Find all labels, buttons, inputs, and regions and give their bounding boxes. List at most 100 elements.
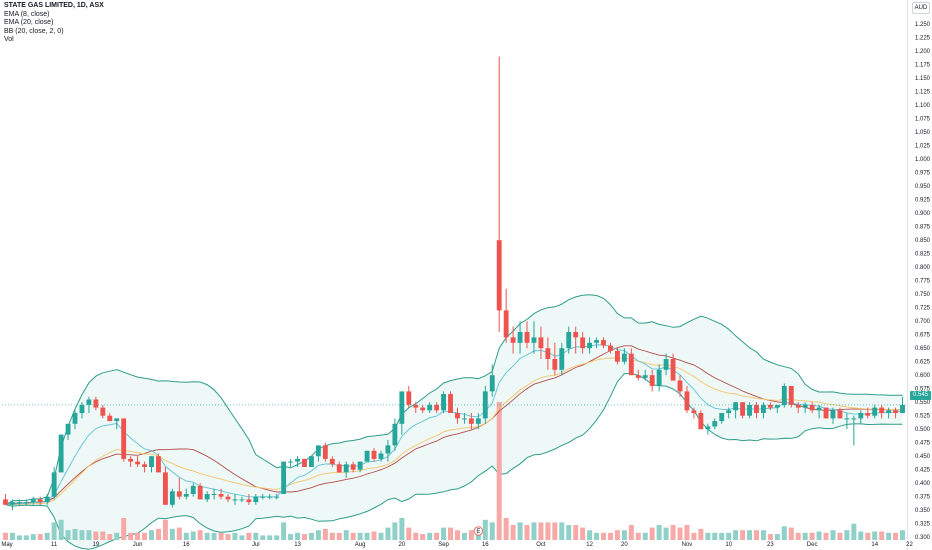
time-axis[interactable]: May 11 19 Jun 16 Jul 13 Aug 20 Sep 16 Oct 12 20 Nov 10 2… <box>1 542 913 548</box>
volume-bar <box>496 402 502 540</box>
volume-bar <box>72 528 78 540</box>
candle-body <box>37 499 43 503</box>
candle-body <box>100 407 106 416</box>
candle-body <box>649 375 655 386</box>
candle-body <box>274 496 280 498</box>
y-tick-label: 0.550 <box>915 400 931 406</box>
volume-bar <box>176 527 182 540</box>
candle-body <box>51 472 57 497</box>
y-tick-label: 0.300 <box>915 535 931 541</box>
candle-body <box>802 404 808 408</box>
volume-bar <box>434 532 440 540</box>
y-tick-label: 1.150 <box>915 76 931 82</box>
y-tick-label: 0.625 <box>915 360 931 366</box>
volume-bar <box>267 535 273 540</box>
candle-body <box>30 499 36 503</box>
volume-bar <box>413 532 419 540</box>
symbol-title[interactable]: STATE GAS LIMITED, 1D, ASX <box>4 2 104 9</box>
y-tick-label: 0.725 <box>915 306 931 312</box>
volume-bar <box>399 518 405 540</box>
candle-body <box>837 410 843 419</box>
candle-body <box>601 340 606 346</box>
bb-basis-line <box>5 345 903 506</box>
candle-body <box>357 461 363 470</box>
candle-body <box>886 410 892 413</box>
volume-bar <box>16 535 22 540</box>
volume-bar <box>517 522 523 540</box>
ema20-legend[interactable]: EMA (20, close) <box>4 19 54 27</box>
bb-legend[interactable]: BB (20, close, 2, 0) <box>4 27 64 35</box>
moving-averages <box>5 344 903 506</box>
volume-bar <box>698 528 704 540</box>
vol-legend[interactable]: Vol <box>4 36 14 44</box>
candle-body <box>524 332 530 343</box>
y-tick-label: 0.950 <box>915 184 931 190</box>
volume-bar <box>232 532 238 540</box>
volume-bar <box>190 531 196 540</box>
y-tick-label: 0.875 <box>915 225 931 231</box>
price-axis[interactable]: 0.300 0.325 0.350 0.375 0.400 0.425 0.450 0.475… <box>915 22 931 541</box>
y-tick-label: 0.375 <box>915 495 931 501</box>
candlesticks[interactable] <box>2 56 907 511</box>
event-markers[interactable]: E <box>473 526 483 536</box>
candle-body <box>761 404 766 413</box>
candle-body <box>510 337 516 343</box>
volume-bar <box>781 526 787 540</box>
candle-body <box>315 445 321 457</box>
candle-body <box>364 450 370 462</box>
candle-body <box>197 485 203 500</box>
candle-body <box>176 491 182 497</box>
candle-body <box>733 402 739 411</box>
volume-bar <box>357 532 363 540</box>
volume-bar <box>573 525 579 540</box>
candle-body <box>580 337 586 349</box>
chart-legend: STATE GAS LIMITED, 1D, ASX EMA (8, close… <box>4 2 104 45</box>
currency-badge[interactable]: AUD <box>912 2 930 14</box>
candle-body <box>246 499 252 503</box>
x-tick-label: Aug <box>355 542 366 548</box>
volume-bar <box>601 532 607 540</box>
candle-body <box>893 410 899 413</box>
candle-body <box>656 369 662 386</box>
volume-bar <box>691 532 697 540</box>
candle-body <box>635 375 641 378</box>
volume-bar <box>239 535 245 540</box>
candle-body <box>399 391 405 424</box>
volume-bar <box>524 525 530 540</box>
candle-body <box>329 458 335 465</box>
candle-body <box>350 464 356 470</box>
candle-body <box>448 394 453 413</box>
bb-lower-line <box>5 373 903 550</box>
candle-body <box>559 348 565 370</box>
volume-bar <box>580 527 586 540</box>
earnings-marker-label: E <box>476 529 480 535</box>
volume-bar <box>155 528 161 540</box>
volume-bar <box>503 518 509 540</box>
y-tick-label: 1.200 <box>915 49 931 55</box>
volume-bar <box>135 532 141 540</box>
x-tick-label: 10 <box>725 542 732 548</box>
volume-bar <box>197 530 203 540</box>
candle-body <box>642 375 648 378</box>
volume-bar <box>65 530 71 540</box>
volume-bar <box>350 532 356 540</box>
candle-body <box>594 340 599 343</box>
volume-bar <box>58 519 64 540</box>
candle-body <box>385 445 391 454</box>
y-tick-label: 0.850 <box>915 238 931 244</box>
volume-bar <box>538 522 544 540</box>
candle-body <box>614 350 620 362</box>
candle-body <box>740 402 746 416</box>
volume-bar <box>128 532 134 540</box>
volume-bar <box>100 531 106 540</box>
candle-body <box>378 453 384 459</box>
candle-body <box>608 345 613 351</box>
candle-body <box>156 456 161 473</box>
ema8-legend[interactable]: EMA (8, close) <box>4 10 50 18</box>
y-tick-label: 0.600 <box>915 373 931 379</box>
y-tick-label: 0.475 <box>915 441 931 447</box>
candle-body <box>44 496 50 503</box>
y-tick-label: 0.400 <box>915 481 931 487</box>
x-tick-label: 20 <box>399 542 406 548</box>
